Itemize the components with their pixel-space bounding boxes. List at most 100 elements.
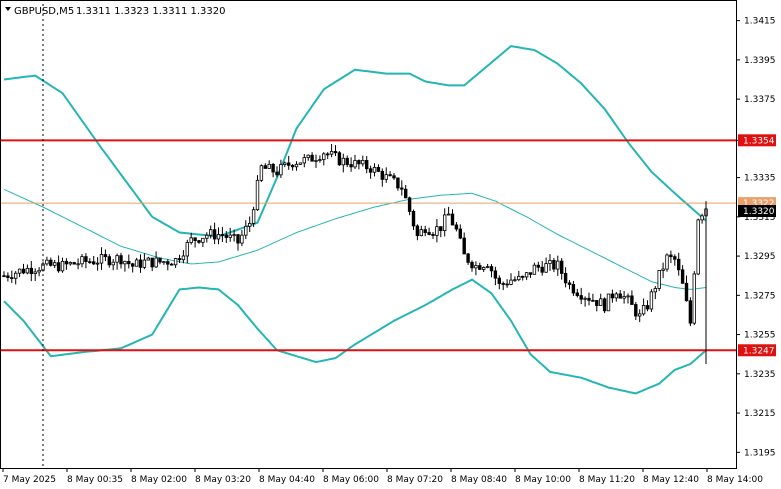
candle — [583, 296, 587, 307]
candle-body — [181, 255, 186, 261]
candle-body — [481, 267, 486, 270]
candle-body — [138, 259, 143, 268]
symbol-label: GBPUSD,M5 — [14, 6, 74, 17]
candle — [595, 300, 599, 312]
candle-body — [21, 268, 26, 274]
candle-body — [150, 257, 154, 268]
candle — [329, 144, 334, 158]
candle-body — [49, 259, 53, 266]
candle — [162, 261, 166, 265]
candle — [99, 247, 104, 270]
candle-body — [37, 269, 41, 273]
candle — [641, 298, 646, 316]
candle — [279, 159, 283, 178]
candle-body — [649, 291, 654, 310]
level-price-label: 1.3247 — [743, 346, 775, 356]
candle — [130, 262, 135, 273]
candle — [435, 219, 439, 243]
candle — [680, 265, 685, 284]
candle-body — [517, 275, 521, 281]
candle-body — [154, 257, 158, 268]
x-tick-label: 8 May 06:00 — [323, 475, 379, 485]
current-price-label: 1.3320 — [743, 207, 775, 217]
candle-body — [357, 160, 361, 165]
candle-body — [521, 275, 525, 278]
candle — [107, 254, 111, 268]
candle-body — [302, 157, 306, 164]
price-axis[interactable]: 1.3415 1.3395 1.3375 1.3354 1.3335 1.3315 1.32… — [736, 17, 776, 459]
candle — [548, 254, 552, 271]
candle — [450, 209, 455, 226]
candle — [442, 208, 447, 237]
x-tick-label: 8 May 04:40 — [259, 475, 315, 485]
candle — [275, 166, 279, 178]
candle — [653, 286, 657, 300]
candle-body — [212, 229, 217, 240]
x-tick-label: 8 May 03:20 — [195, 475, 251, 485]
candle-body — [29, 267, 33, 274]
candle-body — [548, 260, 552, 264]
candle-body — [501, 283, 505, 285]
candle — [509, 273, 513, 286]
candle — [88, 258, 92, 264]
candle — [177, 254, 182, 263]
candle — [458, 224, 462, 240]
candle-body — [618, 293, 622, 299]
candle — [403, 184, 408, 199]
candle-body — [244, 225, 248, 236]
candle-body — [107, 256, 111, 266]
candle — [220, 226, 225, 242]
candle — [478, 262, 482, 271]
candle — [524, 272, 529, 281]
candle — [392, 173, 396, 180]
candle-body — [76, 263, 80, 266]
candle-body — [446, 213, 451, 216]
candle-body — [103, 254, 108, 258]
candle-body — [193, 237, 197, 241]
y-tick-label: 1.3295 — [744, 252, 776, 262]
candle — [267, 160, 271, 169]
candle — [575, 288, 579, 298]
candle-body — [641, 305, 646, 315]
candle — [76, 258, 80, 270]
level-price-tag — [738, 134, 776, 147]
bollinger-middle-line — [3, 188, 707, 290]
candle — [158, 257, 162, 265]
candle-body — [99, 254, 104, 264]
candle-body — [466, 253, 470, 263]
candle-body — [17, 268, 22, 274]
candle-body — [634, 304, 638, 317]
candle-body — [478, 265, 482, 270]
candle-body — [454, 224, 459, 230]
candle-body — [396, 177, 400, 189]
candle-body — [509, 279, 513, 285]
candle — [493, 266, 498, 286]
candle-body — [53, 262, 57, 266]
candle — [462, 232, 466, 255]
candle-body — [286, 162, 291, 166]
candle — [150, 257, 154, 272]
candle — [169, 262, 174, 266]
candle-body — [532, 264, 537, 275]
candle — [64, 258, 69, 270]
candle — [579, 287, 583, 305]
candle — [521, 275, 525, 281]
candle — [154, 251, 158, 269]
time-axis[interactable]: 7 May 2025 8 May 00:35 8 May 02:00 8 May 03… — [2, 468, 763, 485]
dropdown-triangle-icon[interactable] — [5, 7, 11, 11]
candle — [49, 257, 53, 267]
horizontal-levels[interactable] — [1, 139, 736, 352]
candle — [552, 258, 556, 273]
x-tick-label: 8 May 10:00 — [515, 475, 571, 485]
candle-body — [439, 226, 443, 231]
candle — [361, 155, 365, 167]
candle — [115, 253, 119, 270]
candle — [649, 289, 654, 313]
candle-body — [653, 288, 657, 293]
candle-body — [669, 254, 673, 258]
candle — [236, 234, 240, 251]
candle-body — [376, 166, 381, 172]
candle — [17, 268, 22, 278]
candle — [138, 254, 143, 273]
